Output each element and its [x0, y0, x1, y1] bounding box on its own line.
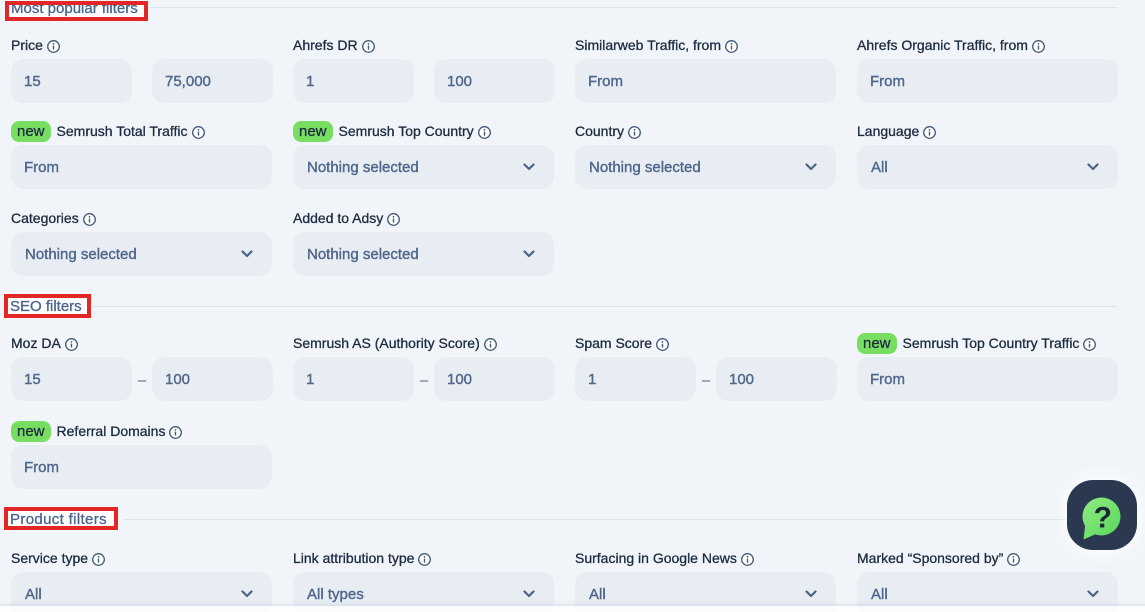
svg-text:?: ? [1094, 502, 1112, 535]
